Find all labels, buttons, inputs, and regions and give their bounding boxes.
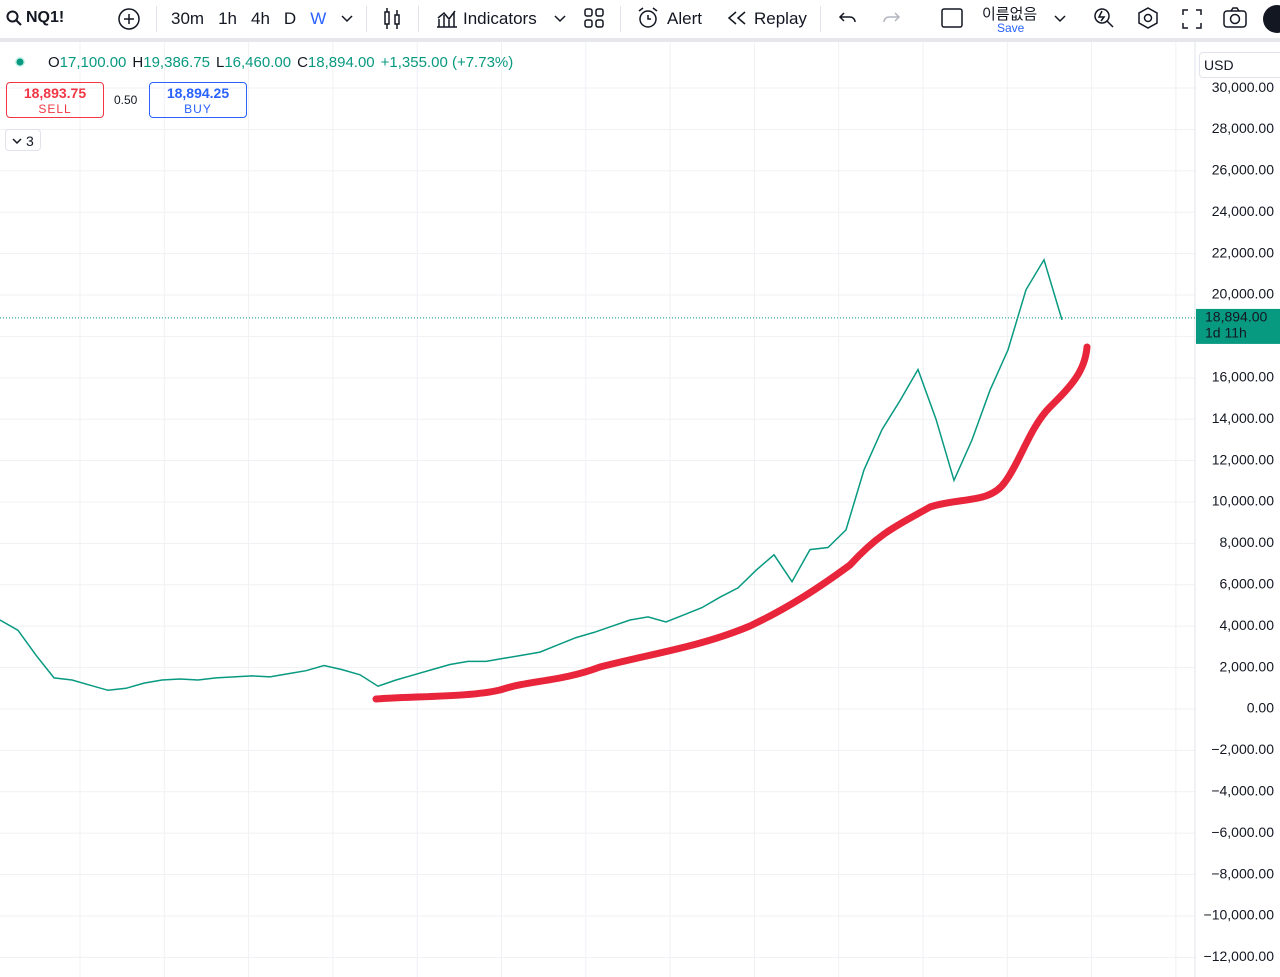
open: 17,100.00 [59,54,127,71]
y-tick-label: 10,000.00 [1212,493,1274,509]
y-tick-label: 28,000.00 [1212,120,1274,136]
y-tick-label: 16,000.00 [1212,369,1274,385]
candle-type[interactable] [382,6,402,32]
o-label: O [48,54,60,71]
interval[interactable]: 1h [218,9,237,28]
symbol[interactable]: NQ1! [26,9,65,26]
interval[interactable]: 4h [251,9,270,28]
countdown: 1d 11h [1205,325,1247,341]
chart: 30,000.00 28,000.00 26,000.00 24,000.00 22,0… [0,42,1280,977]
interval[interactable]: W [310,9,327,28]
y-tick-label: 26,000.00 [1212,162,1274,178]
profile[interactable] [1262,4,1280,34]
y-tick-label: 30,000.00 [1212,79,1274,95]
price-line [0,257,1063,692]
y-tick-label: 6,000.00 [1220,575,1275,591]
collapse-indicators[interactable]: 3 [5,129,41,151]
chevron [12,138,22,145]
save[interactable]: Save [997,21,1025,35]
y-tick-label: 14,000.00 [1212,410,1274,426]
l-label: L [215,54,225,71]
change: +1,355.00 (+7.73%) [380,54,514,71]
ohlc-legend: O17,100.00 H19,386.75 L16,460.00 C18,894.00… [14,54,519,71]
layout-name[interactable]: 이름없음 [982,6,1038,23]
currency: USD [1204,57,1234,73]
y-tick-label: 20,000.00 [1212,286,1274,302]
sell-button[interactable]: 18,893.75 SELL [6,82,104,118]
close: 18,894.00 [307,54,375,71]
buy-button[interactable]: 18,894.25 BUY [149,82,247,118]
y-tick-label: 2,000.00 [1220,658,1275,674]
high: 19,386.75 [143,54,210,71]
alert[interactable]: Alert [667,9,702,28]
replay-icon[interactable] [727,10,747,26]
y-tick-label: −4,000.00 [1211,782,1274,798]
status-dot [15,57,25,67]
interval[interactable]: D [283,9,297,28]
settings[interactable] [1136,6,1160,30]
y-tick-label: −2,000.00 [1211,741,1274,757]
y-tick-label: −6,000.00 [1211,824,1274,840]
screenshot[interactable] [1222,6,1248,30]
y-tick-label: 0.00 [1247,700,1274,716]
y-tick-label: 12,000.00 [1212,451,1274,467]
currency-select[interactable]: USD [1199,52,1280,78]
intervals: 30m 1h 4h D W [171,9,340,29]
y-tick-label: −10,000.00 [1204,907,1275,923]
replay[interactable]: Replay [754,9,807,28]
alert-icon[interactable] [636,6,660,30]
h-label: H [132,54,144,71]
y-tick-label: −8,000.00 [1211,865,1274,881]
layout-box[interactable] [940,7,964,29]
indicators[interactable]: Indicators [463,9,537,28]
drawing-annotation [372,343,1091,703]
add-symbol[interactable] [117,7,141,31]
y-tick-label: 8,000.00 [1220,534,1275,550]
undo[interactable] [838,10,858,26]
layouts-icon[interactable] [584,8,604,28]
buy-price: 18,894.25 [166,85,230,101]
low: 16,460.00 [224,54,292,71]
y-tick-label: −12,000.00 [1204,948,1275,964]
y-tick-label: 4,000.00 [1220,617,1275,633]
y-tick-label: 22,000.00 [1212,244,1274,260]
chevron[interactable] [1054,14,1066,24]
interval[interactable]: 30m [171,9,205,28]
last-price-box [1196,308,1280,344]
fullscreen[interactable] [1181,8,1203,30]
redo[interactable] [881,10,901,26]
quick-search[interactable] [1092,5,1116,31]
spread: 0.50 [114,93,138,107]
c-label: C [297,54,308,71]
toolbar: NQ1! 30m 1h 4h D W Indicators Alert Replay 이… [0,0,1280,42]
indicators-icon[interactable] [435,7,459,29]
chevron[interactable] [554,14,566,24]
chevron[interactable] [341,14,353,24]
sell-label: SELL [38,102,72,116]
buy-label: BUY [184,102,212,116]
last-price-label: 18,894.00 [1205,309,1267,325]
search-icon[interactable] [6,10,22,26]
indicator-count: 3 [26,133,34,149]
y-tick-label: 24,000.00 [1212,203,1274,219]
sell-price: 18,893.75 [23,85,87,101]
